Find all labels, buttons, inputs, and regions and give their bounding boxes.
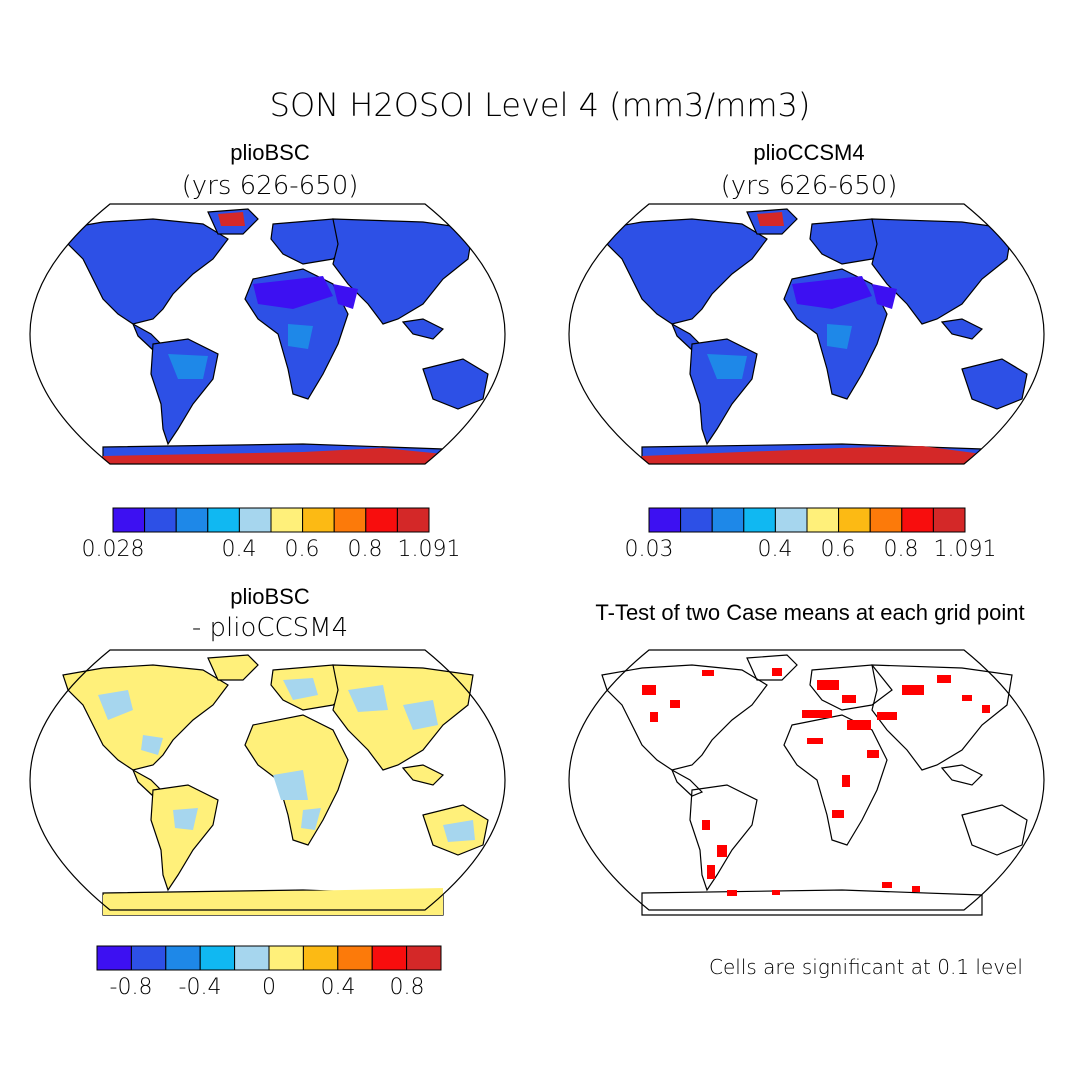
map-bottom-left: [30, 650, 505, 916]
panel-top-right: plioCCSM4 (yrs 626-650) 0.03 0.4 0.6 0.: [568, 140, 1045, 562]
colorbar-swatch: [396, 507, 430, 533]
panel-top-left: plioBSC (yrs 626-650) 0.028 0.4 0.6 0.8: [29, 140, 506, 562]
antarctica-band: [103, 888, 443, 915]
colorbar-swatch: [165, 945, 201, 971]
colorbar-top-left: 0.028 0.4 0.6 0.8 1.091: [82, 507, 461, 562]
colorbar-swatch: [806, 507, 840, 533]
colorbar-swatch: [371, 945, 408, 971]
colorbar-bottom-left: -0.8 -0.4 0 0.4 0.8: [96, 945, 442, 1000]
arabia-region: [333, 284, 358, 309]
colorbar-swatch: [648, 507, 682, 533]
colorbar-swatch: [130, 945, 167, 971]
colorbar-swatch: [333, 507, 367, 533]
colorbar-swatch: [268, 945, 304, 971]
colorbar-top-right: 0.03 0.4 0.6 0.8 1.091: [625, 507, 997, 562]
map-bottom-right: [569, 650, 1044, 916]
antarctica-ice: [642, 446, 982, 464]
colorbar-swatches: [648, 507, 966, 533]
colorbar-swatch: [680, 507, 713, 533]
greenland-ice: [757, 212, 784, 226]
colorbar-swatch: [743, 507, 776, 533]
panel-subtitle: (yrs 626-650): [721, 171, 898, 201]
colorbar-label: 0.4: [758, 537, 793, 562]
colorbar-swatch: [207, 507, 240, 533]
colorbar-swatch: [302, 945, 339, 971]
panel-title: plioCCSM4: [753, 140, 864, 165]
colorbar-swatch: [234, 945, 270, 971]
colorbar-swatch: [270, 507, 304, 533]
map-outline: [568, 649, 1045, 911]
colorbar-swatch: [774, 507, 808, 533]
colorbar-swatch: [337, 945, 373, 971]
panel-title: T-Test of two Case means at each grid po…: [595, 600, 1024, 625]
colorbar-swatch: [199, 945, 236, 971]
colorbar-swatch: [932, 507, 966, 533]
colorbar-label: 0.4: [321, 975, 356, 1000]
colorbar-label: 1.091: [398, 537, 461, 562]
colorbar-swatch: [302, 507, 335, 533]
congo-wet: [827, 324, 852, 349]
colorbar-label: 0.028: [82, 537, 145, 562]
colorbar-swatch: [96, 945, 132, 971]
colorbar-label: -0.8: [110, 975, 153, 1000]
colorbar-label: -0.4: [179, 975, 222, 1000]
colorbar-label: 0.6: [285, 537, 320, 562]
colorbar-swatch: [238, 507, 272, 533]
colorbar-swatches: [112, 507, 430, 533]
amazon-wet: [168, 354, 208, 379]
greenland-ice: [218, 212, 245, 226]
panel-title: plioBSC: [230, 140, 310, 165]
colorbar-label: 0: [262, 975, 276, 1000]
colorbar-swatches: [96, 945, 442, 971]
colorbar-swatch: [869, 507, 903, 533]
panel-title: plioBSC: [230, 584, 310, 609]
figure-title: SON H2OSOI Level 4 (mm3/mm3): [270, 86, 811, 124]
amazon-wet: [707, 354, 747, 379]
map-outline: [29, 203, 506, 465]
congo-wet: [288, 324, 313, 349]
colorbar-label: 0.6: [821, 537, 856, 562]
colorbar-swatch: [144, 507, 177, 533]
colorbar-swatch: [112, 507, 146, 533]
map-outline: [568, 203, 1045, 465]
arabia-region: [872, 284, 897, 309]
colorbar-swatch: [365, 507, 398, 533]
colorbar-swatch: [711, 507, 745, 533]
panel-bottom-left: plioBSC - plioCCSM4: [29, 584, 506, 1000]
panel-subtitle: - plioCCSM4: [192, 613, 348, 643]
colorbar-label: 1.091: [934, 537, 997, 562]
colorbar-swatch: [901, 507, 934, 533]
colorbar-label: 0.4: [222, 537, 257, 562]
panel-subtitle: (yrs 626-650): [182, 171, 359, 201]
colorbar-swatch: [406, 945, 442, 971]
map-outline: [29, 649, 506, 911]
negative-anomaly-patches: [98, 678, 475, 842]
colorbar-label: 0.03: [625, 537, 674, 562]
map-top-left: [30, 204, 505, 464]
sahara-region: [792, 276, 872, 309]
colorbar-label: 0.8: [348, 537, 383, 562]
significance-footnote: Cells are significant at 0.1 level: [709, 955, 1023, 979]
colorbar-label: 0.8: [390, 975, 425, 1000]
map-top-right: [569, 204, 1044, 464]
colorbar-swatch: [838, 507, 871, 533]
colorbar-swatch: [175, 507, 209, 533]
sahara-region: [253, 276, 333, 309]
colorbar-label: 0.8: [884, 537, 919, 562]
significant-cells: [642, 668, 990, 896]
panel-bottom-right: T-Test of two Case means at each grid po…: [568, 600, 1045, 979]
